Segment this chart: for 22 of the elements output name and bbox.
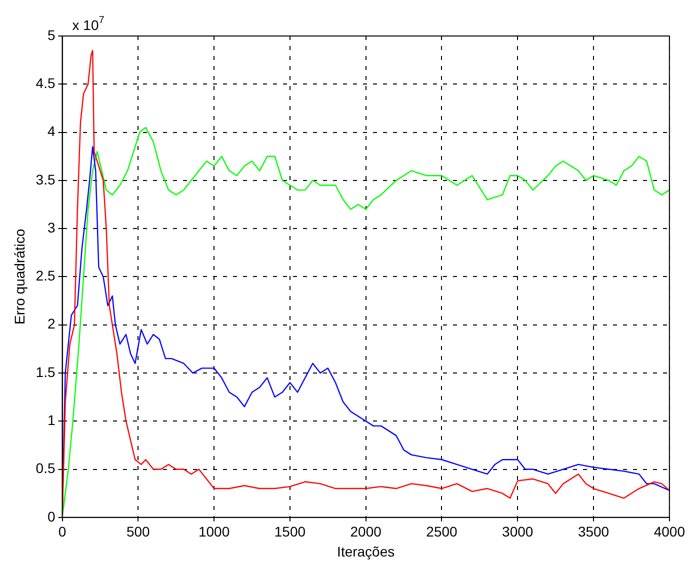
x-tick-label: 1500: [274, 524, 306, 540]
y-axis-title: Erro quadrático: [11, 228, 28, 325]
y-tick-label: 0.5: [36, 460, 56, 476]
y-tick-label: 3.5: [36, 171, 56, 188]
x-tick-label: 500: [126, 524, 150, 540]
y-tick-label: 1: [47, 412, 56, 428]
y-tick-label: 4.5: [36, 75, 56, 91]
y-tick-label: 4: [47, 123, 56, 140]
y-tick-label: 5: [47, 26, 56, 43]
x-tick-label: 1000: [198, 524, 230, 540]
x-tick-label: 4000: [654, 524, 686, 540]
x-tick-label: 3500: [578, 524, 610, 540]
y-tick-label: 0: [47, 508, 56, 524]
y-tick-label: 3: [47, 219, 56, 236]
x-tick-label: 0: [58, 524, 66, 540]
y-tick-label: 2.5: [36, 268, 56, 284]
x-axis-title: Iterações: [337, 543, 395, 560]
y-tick-label: 1.5: [36, 364, 56, 380]
x-tick-label: 2000: [350, 524, 382, 540]
y-tick-label: 2: [47, 316, 56, 332]
x-tick-label: 2500: [426, 524, 458, 540]
x-tick-label: 3000: [502, 524, 534, 540]
